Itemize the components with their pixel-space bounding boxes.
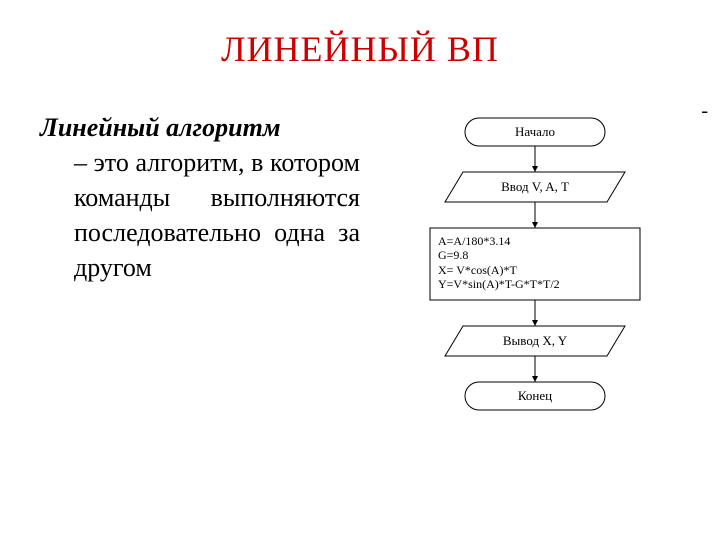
node-label-input: Ввод V, A, T (445, 172, 625, 202)
definition-text: Линейный алгоритм – это алгоритм, в кото… (40, 110, 370, 490)
content-row: Линейный алгоритм – это алгоритм, в кото… (0, 70, 720, 490)
node-label-output: Вывод X, Y (445, 326, 625, 356)
definition-term: Линейный алгоритм (40, 113, 281, 142)
node-lines-process: A=A/180*3.14 G=9.8 X= V*cos(A)*T Y=V*sin… (438, 234, 632, 292)
flowchart-svg (380, 110, 690, 490)
definition-rest: – это алгоритм, в котором команды выполн… (74, 148, 360, 282)
flowchart: Начало Ввод V, A, T A=A/180*3.14 G=9.8 X= … (380, 110, 690, 490)
node-label-end: Конец (465, 382, 605, 410)
node-label-start: Начало (465, 118, 605, 146)
page-title: ЛИНЕЙНЫЙ ВП (0, 0, 720, 70)
stray-dash: - (701, 100, 708, 123)
